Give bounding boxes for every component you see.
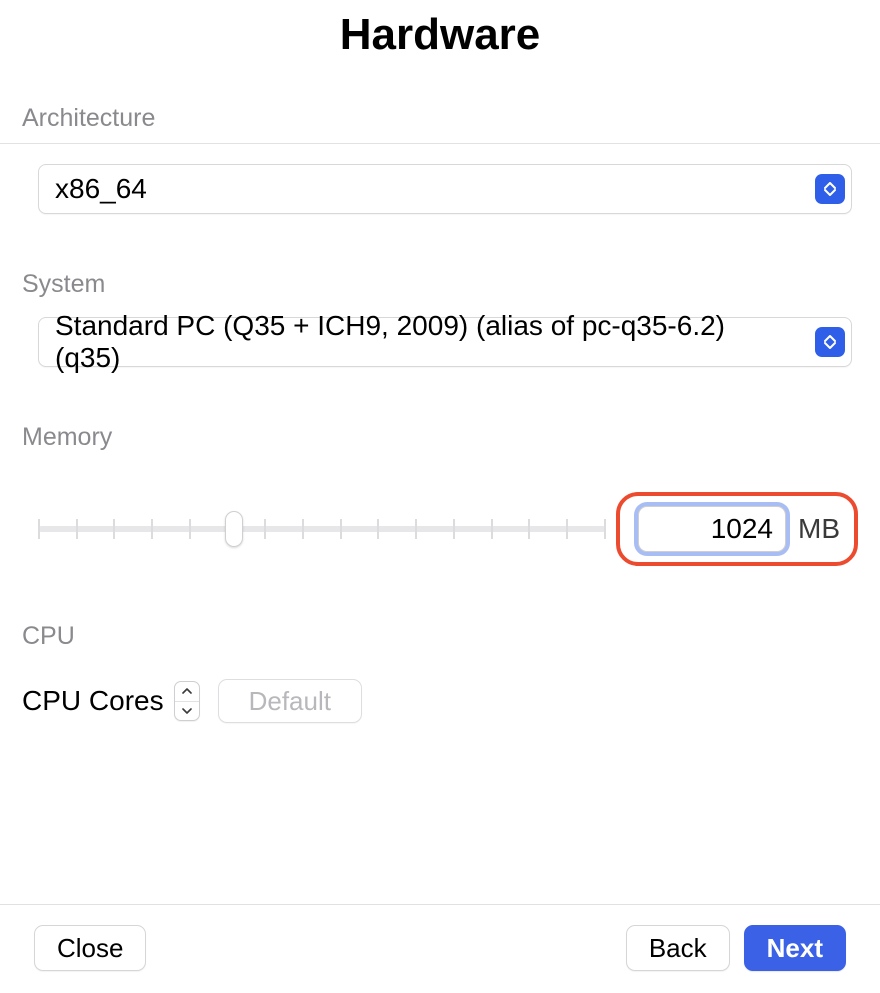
slider-tick <box>566 519 568 539</box>
slider-tick <box>264 519 266 539</box>
cpu-cores-label: CPU Cores <box>22 685 164 717</box>
memory-label: Memory <box>0 423 880 462</box>
stepper-up-icon[interactable] <box>175 682 199 701</box>
system-label: System <box>0 270 880 309</box>
slider-tick <box>491 519 493 539</box>
slider-tick <box>76 519 78 539</box>
stepper-down-icon[interactable] <box>175 701 199 721</box>
back-button[interactable]: Back <box>626 925 730 971</box>
slider-tick <box>528 519 530 539</box>
slider-tick <box>453 519 455 539</box>
slider-tick <box>151 519 153 539</box>
slider-tick <box>38 519 40 539</box>
cpu-default-button[interactable]: Default <box>218 679 362 723</box>
slider-tick <box>604 519 606 539</box>
chevron-up-down-icon <box>815 327 845 357</box>
cpu-cores-stepper[interactable] <box>174 681 200 721</box>
system-value: Standard PC (Q35 + ICH9, 2009) (alias of… <box>55 310 795 374</box>
architecture-label: Architecture <box>0 104 880 143</box>
slider-tick <box>302 519 304 539</box>
memory-slider[interactable] <box>38 509 606 549</box>
slider-tick <box>340 519 342 539</box>
memory-input[interactable] <box>638 506 786 552</box>
slider-tick <box>415 519 417 539</box>
slider-tick <box>377 519 379 539</box>
memory-unit: MB <box>798 513 840 545</box>
memory-highlight: MB <box>616 492 858 566</box>
page-title: Hardware <box>0 0 880 104</box>
footer: Close Back Next <box>0 904 880 993</box>
cpu-label: CPU <box>0 622 880 661</box>
close-button[interactable]: Close <box>34 925 146 971</box>
system-select[interactable]: Standard PC (Q35 + ICH9, 2009) (alias of… <box>38 317 852 367</box>
chevron-up-down-icon <box>815 174 845 204</box>
architecture-value: x86_64 <box>55 173 147 205</box>
architecture-select[interactable]: x86_64 <box>38 164 852 214</box>
slider-thumb[interactable] <box>225 511 243 547</box>
slider-tick <box>189 519 191 539</box>
next-button[interactable]: Next <box>744 925 846 971</box>
slider-tick <box>113 519 115 539</box>
slider-ticks <box>38 519 606 539</box>
